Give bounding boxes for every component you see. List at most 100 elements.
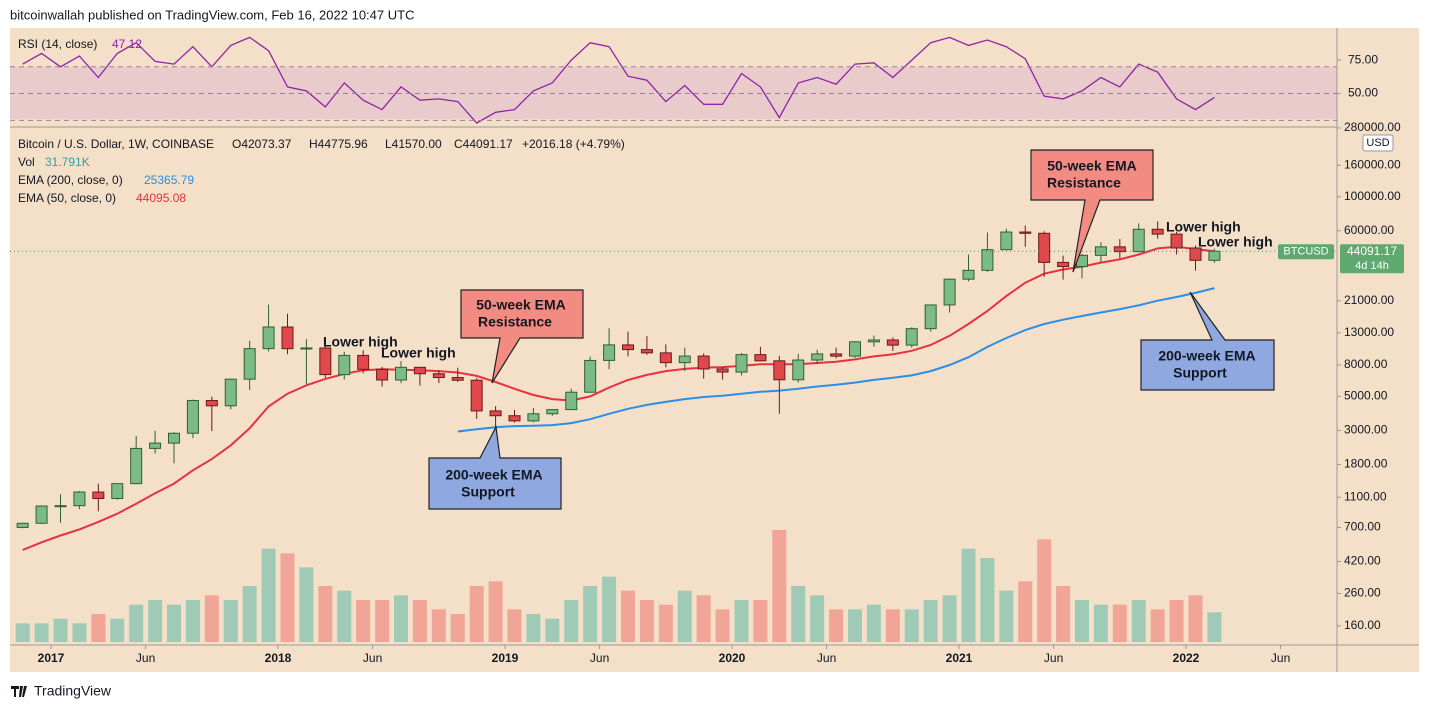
currency-label: USD xyxy=(1366,137,1389,149)
volume-bar xyxy=(602,576,617,642)
ema-line xyxy=(457,287,1215,433)
x-tick-label: 2019 xyxy=(492,651,519,665)
price-tag-box xyxy=(1340,244,1404,274)
rsi-tick-label: 75.00 xyxy=(1348,52,1378,66)
candle-body xyxy=(186,399,199,434)
candle-body xyxy=(943,278,956,306)
volume-bar xyxy=(261,548,276,642)
candle-body xyxy=(1113,246,1126,253)
y-tick-label: 260.00 xyxy=(1344,586,1381,600)
x-tick-label: 2018 xyxy=(265,651,292,665)
volume-bar xyxy=(545,618,560,642)
callouts: 50-week EMA Resistance 200-week EMA Supp… xyxy=(323,149,1275,510)
candle-body xyxy=(697,355,710,370)
rsi-legend-name: RSI (14, close) xyxy=(18,37,97,51)
symbol-title: Bitcoin / U.S. Dollar, 1W, COINBASE xyxy=(18,137,214,151)
symbol-tag xyxy=(1278,244,1334,260)
volume-bar xyxy=(129,604,144,642)
x-tick-label: Jun xyxy=(590,651,609,665)
candle-body xyxy=(395,366,407,381)
volume-bar xyxy=(469,586,484,642)
volume-bar xyxy=(810,595,825,642)
candle-body xyxy=(981,249,994,271)
candle-body xyxy=(924,304,937,330)
x-tick-label: Jun xyxy=(363,651,382,665)
rsi-tick-label: 50.00 xyxy=(1348,86,1378,100)
ohlc-low: L41570.00 xyxy=(385,137,442,151)
candle-body xyxy=(508,415,521,422)
currency-box xyxy=(1362,134,1394,152)
candle-body xyxy=(962,269,975,280)
candle-body xyxy=(54,505,67,508)
ema-line xyxy=(22,245,1215,551)
y-tick-label: 100000.00 xyxy=(1344,189,1401,203)
rsi-legend-value: 47.12 xyxy=(112,37,142,51)
x-tick-label: Jun xyxy=(817,651,836,665)
candle-body xyxy=(773,360,786,381)
volume-bar xyxy=(242,586,257,642)
volume-bar xyxy=(167,604,181,642)
candle-body xyxy=(1094,246,1107,256)
volume-bar xyxy=(507,609,522,642)
candle-body xyxy=(262,326,275,350)
volume-bar xyxy=(1093,604,1108,642)
callout-text: 200-week EMA xyxy=(1158,348,1255,364)
candle-body xyxy=(489,410,502,417)
volume-bar xyxy=(394,595,408,642)
y-tick-label: 1100.00 xyxy=(1344,489,1387,503)
y-tick-label: 60000.00 xyxy=(1344,223,1394,237)
legend: RSI (14, close) 47.12 Bitcoin / U.S. Dol… xyxy=(18,37,625,205)
volume-bar xyxy=(753,600,768,642)
candle-body xyxy=(149,442,162,449)
volume-bar xyxy=(658,604,673,642)
volume-bar xyxy=(1150,609,1165,642)
volume-bar xyxy=(15,623,30,642)
price-tag-value: 44091.17 xyxy=(1347,244,1397,258)
candle-body xyxy=(432,373,445,379)
ohlc-high: H44775.96 xyxy=(309,137,368,151)
volume-bar xyxy=(866,604,881,642)
callout-box xyxy=(1030,149,1154,273)
volume-bar xyxy=(885,609,900,642)
ema50-legend-name: EMA (50, close, 0) xyxy=(18,191,116,205)
candle-body xyxy=(1132,228,1145,253)
lower-high-label: Lower high xyxy=(1166,219,1241,235)
y-tick-label: 5000.00 xyxy=(1344,389,1388,403)
volume-bar xyxy=(1018,581,1033,642)
volume-bar xyxy=(356,600,371,642)
volume-bar xyxy=(734,600,749,642)
candle-body xyxy=(300,347,313,350)
candle-body xyxy=(1208,250,1221,261)
y-tick-label: 1800.00 xyxy=(1344,457,1388,471)
volume-bar xyxy=(564,600,579,642)
candle-body xyxy=(886,339,899,346)
volume-bar xyxy=(980,558,995,642)
volume-bar xyxy=(375,600,390,642)
publish-header: bitcoinwallah published on TradingView.c… xyxy=(10,7,414,22)
candle-body xyxy=(584,359,597,393)
ema200-legend-value: 25365.79 xyxy=(144,173,194,187)
candle-body xyxy=(1151,228,1164,235)
volume-bar xyxy=(1207,612,1222,642)
volume-legend-value: 31.791K xyxy=(45,155,90,169)
callout-text: Support xyxy=(1173,365,1227,381)
ema200-legend-name: EMA (200, close, 0) xyxy=(18,173,123,187)
y-tick-label: 3000.00 xyxy=(1344,423,1388,437)
y-tick-label: 420.00 xyxy=(1344,554,1381,568)
candle-body xyxy=(565,391,578,411)
candle-body xyxy=(678,355,691,364)
volume-bar xyxy=(110,618,125,642)
footer-text: TradingView xyxy=(34,683,112,699)
candle-body xyxy=(16,522,29,528)
candle-body xyxy=(451,377,464,381)
ohlc-change: +2016.18 (+4.79%) xyxy=(522,137,625,151)
candle-body xyxy=(659,352,672,364)
candle-body xyxy=(205,399,218,407)
y-tick-label: 160000.00 xyxy=(1344,157,1401,171)
candle-body xyxy=(111,483,124,500)
volume-bar xyxy=(961,548,976,642)
candle-body xyxy=(1189,247,1202,261)
volume-bar xyxy=(1112,604,1127,642)
ohlc-open: O42073.37 xyxy=(232,137,292,151)
